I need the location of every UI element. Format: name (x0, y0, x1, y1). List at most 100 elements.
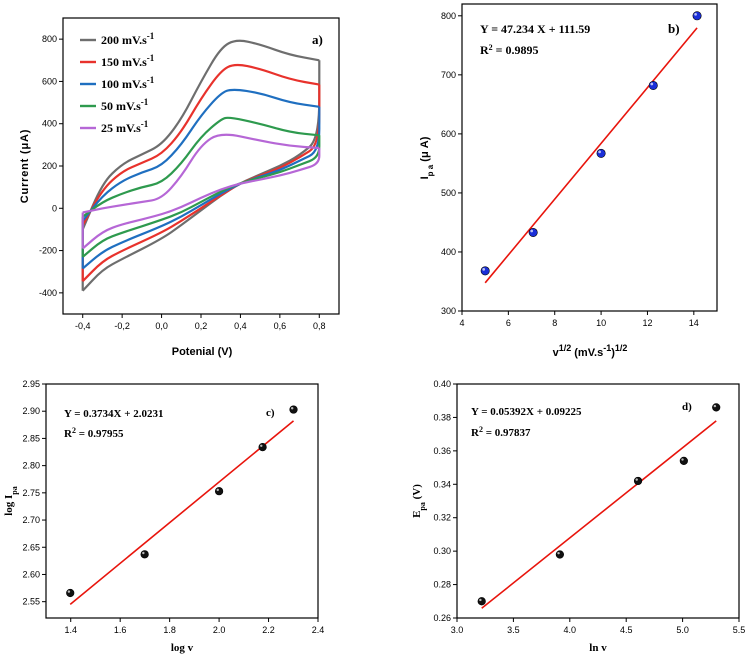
fit-r-squared: R2 = 0.9895 (480, 43, 539, 58)
y-axis-label-unit: (V) (411, 484, 423, 502)
y-tick-label: 2.90 (22, 406, 40, 416)
x-tick-label: 0,2 (195, 321, 208, 331)
cv-forward-scan (81, 88, 320, 222)
data-point-highlight (681, 458, 684, 461)
legend-entry: 50 mV.s-1 (101, 97, 149, 113)
r-squared-superscript: 2 (479, 425, 483, 434)
x-tick-label: 2.0 (213, 625, 226, 635)
data-point-highlight (635, 478, 638, 481)
legend-entry-name: 200 mV.s (101, 33, 147, 47)
x-tick-label: 4.0 (564, 625, 577, 635)
fit-equation: Y = 0.05392X + 0.09225 (471, 406, 582, 418)
y-tick-label: 300 (441, 306, 456, 316)
cv-forward-scan (82, 116, 320, 218)
y-axis-label-subscript: pa (418, 502, 427, 510)
x-tick-label: 0,8 (313, 321, 326, 331)
y-tick-label: 2.70 (22, 515, 40, 525)
y-tick-label: 0.28 (433, 580, 451, 590)
data-point-highlight (694, 12, 697, 16)
x-axis-label: v1/2 (mV.s-1)1/2 (553, 343, 628, 359)
data-point (289, 405, 298, 414)
legend-entry-name: 50 mV.s (101, 99, 141, 113)
y-tick-label: 0.38 (433, 412, 451, 422)
data-point (258, 443, 267, 452)
legend-entry-superscript: -1 (141, 97, 149, 107)
y-axis-label-e: E (411, 511, 423, 518)
panel-label: b) (668, 21, 680, 36)
x-axis-label: ln v (589, 642, 607, 654)
data-point (477, 597, 486, 606)
y-axis-label: Current (μA) (19, 129, 31, 203)
legend-entry: 200 mV.s-1 (101, 31, 155, 47)
data-point (679, 456, 688, 465)
legend-entry-superscript: -1 (141, 119, 149, 129)
data-point (596, 148, 606, 158)
r-squared-superscript: 2 (72, 426, 76, 435)
r-squared-symbol: R (480, 43, 489, 57)
data-point (214, 487, 224, 496)
data-point-highlight (598, 150, 601, 154)
y-tick-label: 600 (441, 129, 456, 139)
data-point (692, 11, 702, 21)
y-tick-label: 2.85 (22, 433, 40, 443)
x-axis-label-close: ) (611, 347, 615, 359)
r-squared-value: = 0.97837 (483, 427, 531, 439)
x-axis-label: Potenial (V) (172, 346, 233, 358)
data-point-highlight (260, 444, 263, 448)
x-axis-label-unit: (mV.s (571, 347, 603, 359)
y-tick-label: 0.32 (433, 513, 451, 523)
y-tick-label: 0.40 (433, 379, 451, 389)
y-tick-label: 0.30 (433, 546, 451, 556)
y-tick-label: 2.65 (22, 542, 40, 552)
legend-entry: 25 mV.s-1 (101, 119, 149, 135)
x-tick-label: 0,4 (234, 321, 247, 331)
x-tick-label: -0,4 (75, 321, 91, 331)
panel-label: a) (312, 32, 323, 47)
cv-forward-scan (82, 133, 320, 214)
x-axis-label-v: v (553, 347, 560, 359)
data-point-highlight (216, 488, 219, 492)
x-tick-label: 10 (596, 318, 606, 328)
x-axis-label-sup-half-2: 1/2 (615, 343, 628, 353)
y-axis-label: Epa (V) (411, 484, 427, 518)
x-tick-label: 2.4 (312, 625, 325, 635)
y-tick-label: 700 (441, 70, 456, 80)
x-tick-label: 12 (642, 318, 652, 328)
y-tick-label: 500 (441, 188, 456, 198)
data-point (555, 550, 564, 559)
linear-fit-line (69, 420, 295, 605)
data-point-highlight (290, 407, 294, 410)
data-point-highlight (479, 598, 482, 602)
data-point (480, 266, 490, 276)
y-tick-label: 0.26 (433, 613, 451, 623)
x-tick-label: 1.6 (114, 625, 127, 635)
x-tick-label: -0,2 (114, 321, 130, 331)
data-point (633, 476, 643, 486)
panel-c-log-ipa-vs-log-v: 1.4 1.6 1.8 2.0 2.2 2.4 2.55 2.60 2.65 2.70 2.75 2.… (3, 379, 324, 654)
x-tick-label: 1.4 (64, 625, 77, 635)
legend-entry-name: 25 mV.s (101, 121, 141, 135)
y-axis-label-log-i: log I (3, 495, 15, 516)
x-tick-label: 8 (552, 318, 557, 328)
y-tick-label: 600 (42, 76, 57, 86)
data-point-highlight (67, 590, 71, 593)
data-point-highlight (482, 268, 486, 271)
x-tick-label: 6 (506, 318, 511, 328)
panel-b-ipa-vs-sqrt-scan-rate: 4 6 8 10 12 14 300 400 500 600 700 800 Y = 47.234 X … (419, 3, 718, 359)
y-axis-label-subscript: pa (10, 486, 19, 494)
x-tick-label: 1.8 (163, 625, 176, 635)
r-squared-value: = 0.9895 (493, 43, 539, 57)
y-axis-label: log Ipa (3, 486, 19, 516)
data-point (66, 588, 75, 598)
y-tick-label: 2.60 (22, 569, 40, 579)
r-squared-superscript: 2 (489, 43, 493, 52)
data-point-highlight (142, 551, 145, 555)
r-squared-value: = 0.97955 (76, 428, 124, 440)
panel-label: d) (682, 401, 692, 413)
y-axis-label: Ip a (μ A) (419, 136, 435, 179)
x-tick-label: 14 (689, 318, 699, 328)
data-point-highlight (557, 551, 560, 555)
x-axis-label: log v (171, 642, 194, 654)
x-tick-label: 3.5 (507, 625, 520, 635)
